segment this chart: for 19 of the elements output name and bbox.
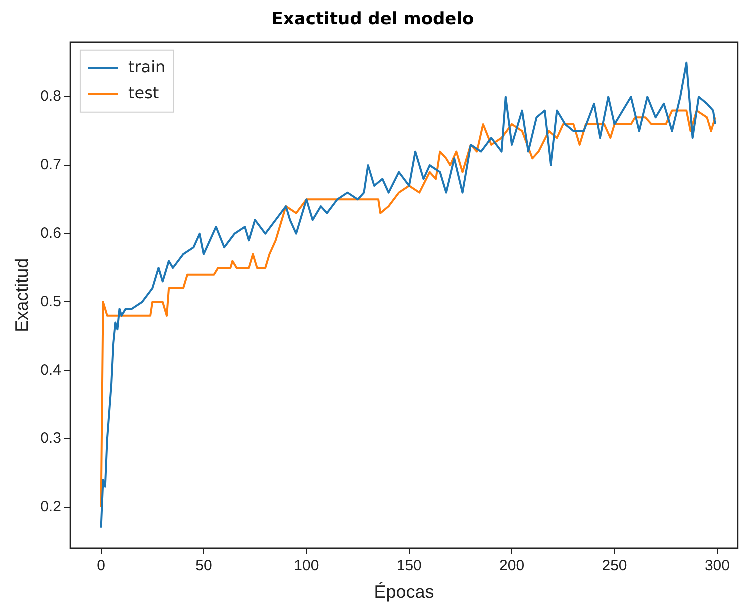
x-tick-label: 100 [294, 558, 320, 575]
x-axis-title: Épocas [374, 582, 434, 602]
y-tick-label: 0.8 [40, 88, 62, 106]
x-tick-label: 0 [97, 558, 106, 575]
chart-title: Exactitud del modelo [272, 10, 474, 30]
y-tick-label: 0.6 [40, 225, 62, 242]
y-tick-label: 0.7 [40, 156, 62, 174]
x-tick-label: 200 [500, 558, 525, 575]
y-tick-label: 0.5 [40, 293, 62, 310]
y-tick-label: 0.2 [40, 498, 62, 516]
legend-label: test [128, 84, 160, 103]
x-tick-label: 150 [396, 558, 422, 575]
y-tick-label: 0.3 [40, 430, 62, 448]
legend-label: train [128, 58, 166, 77]
y-tick-label: 0.4 [40, 362, 62, 379]
x-tick-label: 300 [704, 558, 730, 575]
x-tick-label: 250 [602, 558, 628, 575]
y-axis-title: Exactitud [12, 258, 32, 332]
x-tick-label: 50 [196, 558, 212, 575]
